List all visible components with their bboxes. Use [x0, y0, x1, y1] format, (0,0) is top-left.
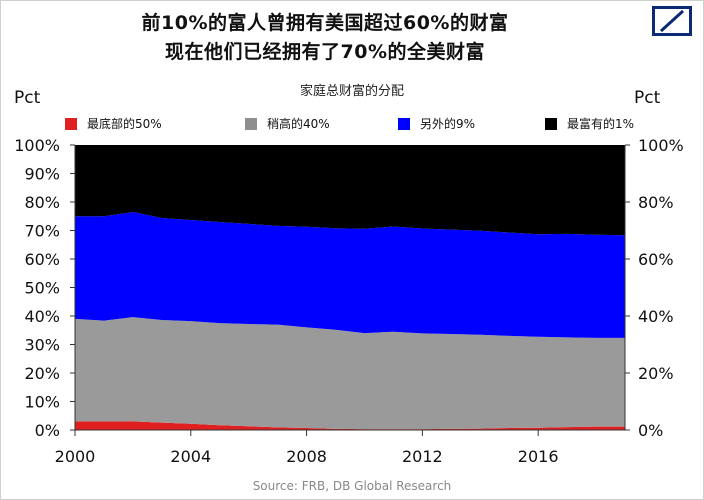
y-axis-label-right: Pct	[634, 88, 661, 108]
x-tick-label: 2016	[518, 447, 559, 466]
legend-swatch	[65, 117, 77, 130]
y-tick-right: 100%	[638, 136, 684, 155]
area-series-3	[75, 145, 625, 236]
y-tick-right: 0%	[638, 421, 663, 440]
y-tick-left: 70%	[24, 222, 60, 241]
y-tick-left: 40%	[24, 307, 60, 326]
legend-item-top-1: 最富有的1%	[545, 115, 634, 132]
legend: 最底部的50% 稍高的40% 另外的9% 最富有的1%	[60, 115, 660, 137]
legend-swatch	[545, 117, 557, 130]
legend-label: 最富有的1%	[567, 117, 635, 131]
y-tick-right: 20%	[638, 364, 674, 383]
y-tick-right: 60%	[638, 250, 674, 269]
y-tick-left: 0%	[35, 421, 60, 440]
y-tick-right: 80%	[638, 193, 674, 212]
y-tick-left: 100%	[14, 136, 60, 155]
x-tick-label: 2000	[55, 447, 96, 466]
area-series-2	[75, 212, 625, 338]
legend-item-next-40: 稍高的40%	[245, 115, 330, 132]
chart-title: 家庭总财富的分配	[299, 84, 404, 99]
y-tick-left: 90%	[24, 165, 60, 184]
legend-label: 另外的9%	[420, 117, 476, 131]
area-series-1	[75, 317, 625, 430]
legend-item-bottom-50: 最底部的50%	[65, 115, 162, 132]
y-tick-left: 80%	[24, 193, 60, 212]
y-tick-left: 50%	[24, 279, 60, 298]
x-tick-label: 2004	[170, 447, 211, 466]
source-note: Source: FRB, DB Global Research	[252, 479, 452, 493]
headline-line-1: 前10%的富人曾拥有美国超过60%的财富	[141, 12, 509, 34]
y-tick-left: 20%	[24, 364, 60, 383]
logo-slash-icon	[659, 9, 685, 33]
area-series-0	[75, 421, 625, 430]
headline-line-2: 现在他们已经拥有了70%的全美财富	[165, 41, 485, 63]
x-tick-label: 2012	[402, 447, 443, 466]
legend-label: 稍高的40%	[267, 117, 330, 131]
legend-item-next-9: 另外的9%	[398, 115, 475, 132]
y-tick-left: 30%	[24, 336, 60, 355]
x-tick-label: 2008	[286, 447, 327, 466]
legend-swatch	[398, 117, 410, 130]
brand-logo	[652, 6, 692, 36]
y-tick-left: 60%	[24, 250, 60, 269]
legend-label: 最底部的50%	[87, 117, 162, 131]
y-tick-right: 40%	[638, 307, 674, 326]
y-tick-left: 10%	[24, 393, 60, 412]
legend-swatch	[245, 117, 257, 130]
y-axis-label-left: Pct	[14, 88, 41, 108]
